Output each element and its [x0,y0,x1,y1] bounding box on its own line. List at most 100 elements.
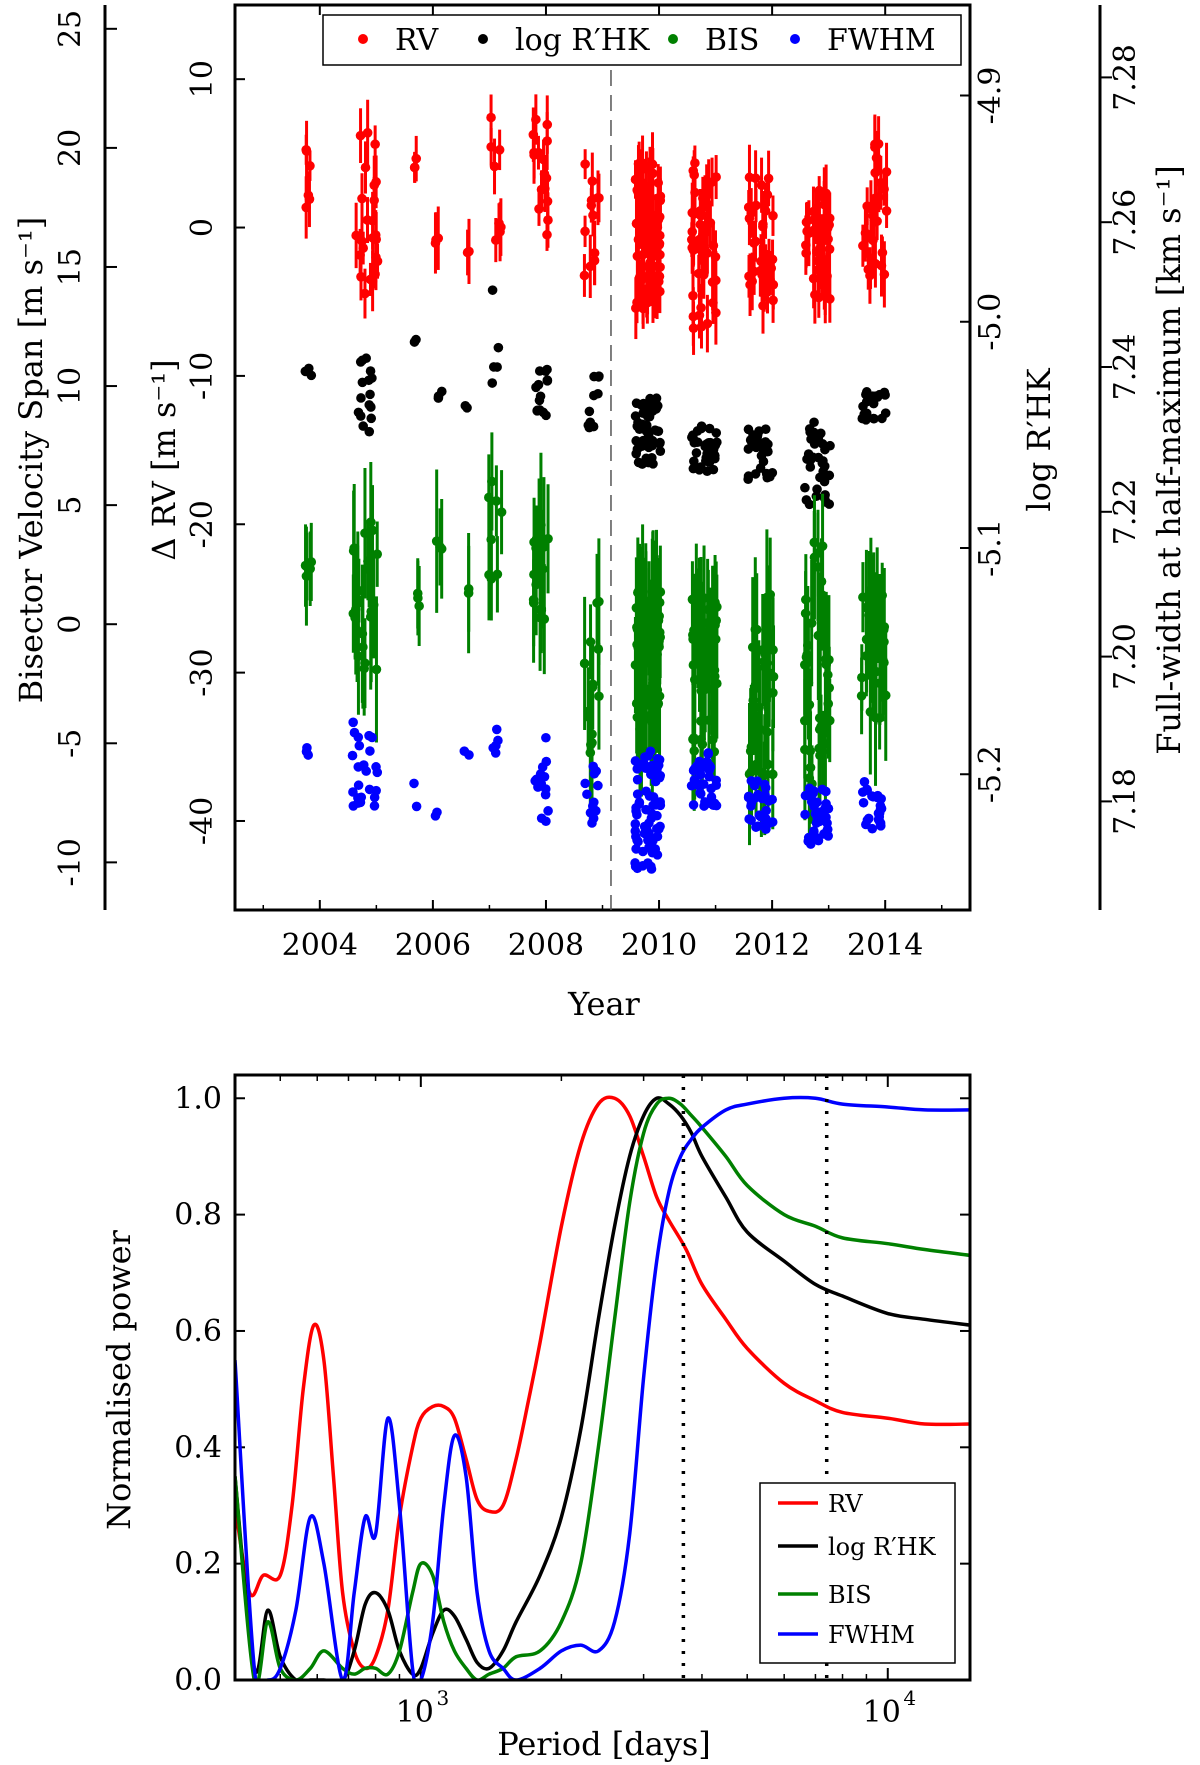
fwhm-tick-label-7-26: 7.26 [1108,189,1143,256]
point-fwhm [808,786,819,796]
point-rv [529,147,539,158]
point-bis [484,570,494,580]
point-bis [371,664,382,675]
point-fwhm [655,800,666,811]
point-fwhm [761,805,771,816]
point-bis [587,682,598,693]
point-rv [757,270,767,280]
point-fwhm [644,818,654,828]
logrhk-tick-label-4-9: -4.9 [973,67,1008,125]
legend-box [322,14,962,66]
point-bis [637,599,648,609]
point-rv [862,229,872,240]
point-bis [496,507,507,517]
legend-label-bis: BIS [705,23,759,58]
bis-tick-label-5: 5 [53,496,88,515]
point-log-r-hk [750,469,761,479]
point-fwhm [711,800,722,811]
legend-label-fwhm: FWHM [827,23,936,58]
point-fwhm [491,740,501,751]
point-log-r-hk [357,355,368,366]
point-log-r-hk [806,434,816,444]
point-log-r-hk [812,484,822,495]
point-rv [358,243,368,253]
point-rv [814,185,825,196]
point-rv [357,193,367,204]
point-log-r-hk [809,417,819,428]
point-fwhm [862,785,872,796]
point-rv [367,276,378,286]
point-bis [645,633,656,644]
series-log-r-hk [300,285,891,510]
power-tick-label-0-2: 0.2 [174,1547,222,1582]
point-bis [436,544,447,554]
point-fwhm [641,804,651,815]
point-bis [767,769,778,780]
point-bis [364,565,374,575]
point-fwhm [759,779,770,790]
rv-tick-label-30: -30 [185,648,220,696]
point-log-r-hk [594,371,604,381]
point-log-r-hk [710,440,721,450]
point-rv [814,220,825,231]
series-rv [301,94,892,355]
point-rv [652,221,663,231]
point-rv [824,244,835,254]
point-rv [749,238,759,248]
bis-tick-label-0: 0 [53,615,88,634]
point-rv [695,219,706,230]
x-tick-label-2008: 2008 [508,928,584,963]
point-rv [431,234,441,245]
point-rv [871,193,881,203]
point-log-r-hk [751,442,761,453]
logrhk-tick-label-5-1: -5.1 [973,519,1008,577]
point-bis [586,739,596,750]
point-fwhm [543,806,553,816]
point-log-r-hk [696,423,706,434]
point-log-r-hk [487,378,498,388]
point-fwhm [655,770,666,781]
point-bis [528,594,539,605]
point-fwhm [589,768,600,779]
point-bis [585,637,596,647]
periodogram-frame [233,1073,972,1682]
y-axis-label-logrhk: log R′HK [1020,367,1058,511]
point-rv [881,167,892,177]
point-bis [760,663,771,673]
point-fwhm [537,762,548,772]
point-rv [369,195,379,206]
point-log-r-hk [825,440,835,451]
point-fwhm [763,796,774,806]
point-log-r-hk [353,407,364,418]
bottom-axis-ticks: 0.00.20.40.60.81.010 3 10 4 [174,1075,970,1730]
point-bis [696,604,706,614]
point-fwhm [303,750,313,760]
point-fwhm [589,797,599,808]
point-fwhm [652,810,662,821]
bis-tick-label-20: 20 [53,129,88,167]
point-fwhm [704,771,715,782]
point-bis [703,604,714,615]
bis-tick-label-5: -5 [53,729,88,758]
point-rv [486,112,496,123]
point-log-r-hk [704,423,715,434]
point-bis [759,769,770,780]
point-fwhm [706,792,717,802]
point-rv [702,318,713,329]
point-rv [756,180,767,191]
point-fwhm [632,789,643,799]
point-log-r-hk [644,442,654,453]
x-tick-label-2012: 2012 [734,928,810,963]
point-fwhm [654,754,665,765]
point-bis [704,715,714,726]
x-tick-label-2010: 2010 [621,928,697,963]
point-fwhm [631,831,641,842]
point-rv [371,234,382,245]
point-log-r-hk [542,364,552,375]
point-log-r-hk [861,408,872,419]
point-rv [814,292,824,303]
point-fwhm [698,779,709,789]
point-fwhm [369,801,380,811]
x-tick-label-2006: 2006 [395,928,471,963]
point-log-r-hk [487,285,498,295]
